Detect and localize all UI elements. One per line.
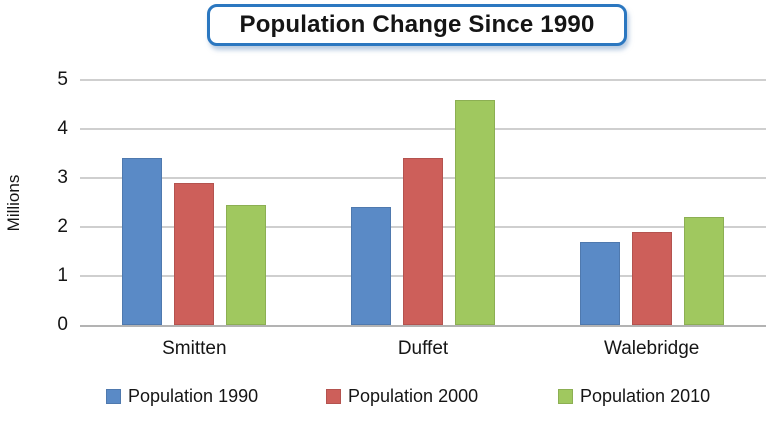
legend-swatch-icon <box>558 388 573 404</box>
chart-title: Population Change Since 1990 <box>239 11 595 38</box>
legend-label: Population 2000 <box>348 385 479 406</box>
bar-population-2000-smitten <box>174 182 215 325</box>
bar-population-2010-duffet <box>455 99 495 325</box>
bar-population-2010-walebridge <box>683 217 724 325</box>
legend-swatch-icon <box>326 388 341 404</box>
y-tick-1: 1 <box>57 265 68 286</box>
bar-population-1990-duffet <box>351 207 391 325</box>
bar-population-2010-smitten <box>226 204 267 325</box>
bar-population-2000-walebridge <box>631 231 672 325</box>
y-axis-label: Millions <box>4 174 23 232</box>
bar-population-2000-duffet <box>403 158 443 325</box>
chart-title-box: Population Change Since 1990 <box>207 4 627 46</box>
plot-area <box>80 79 766 327</box>
legend-swatch-icon <box>106 388 121 404</box>
y-axis-tick-labels: 0 1 2 3 4 5 <box>28 69 68 335</box>
gridline-5 <box>80 79 766 81</box>
bar-group-walebridge <box>537 80 766 325</box>
legend-label: Population 1990 <box>128 385 259 406</box>
y-tick-0: 0 <box>57 314 68 335</box>
legend-item-population-1990: Population 1990 <box>106 384 258 408</box>
bar-group-duffet <box>309 80 538 325</box>
legend-item-population-2000: Population 2000 <box>326 384 478 408</box>
legend-item-population-2010: Population 2010 <box>558 384 710 408</box>
bar-population-1990-walebridge <box>579 241 620 325</box>
bar-groups <box>80 80 766 325</box>
bar-group-smitten <box>80 80 309 325</box>
bar-population-1990-smitten <box>122 158 163 325</box>
x-axis-label-duffet: Duffet <box>397 338 449 359</box>
x-axis-label-walebridge: Walebridge <box>603 338 700 359</box>
gridline-4 <box>80 128 766 130</box>
x-axis-label-smitten: Smitten <box>162 338 227 359</box>
y-tick-4: 4 <box>57 118 68 139</box>
y-tick-3: 3 <box>57 167 68 188</box>
y-tick-5: 5 <box>57 69 68 90</box>
legend: Population 1990 Population 2000 Population… <box>0 384 780 408</box>
x-axis-labels: Smitten Duffet Walebridge <box>80 338 766 360</box>
legend-label: Population 2010 <box>580 385 711 406</box>
y-tick-2: 2 <box>57 216 68 237</box>
